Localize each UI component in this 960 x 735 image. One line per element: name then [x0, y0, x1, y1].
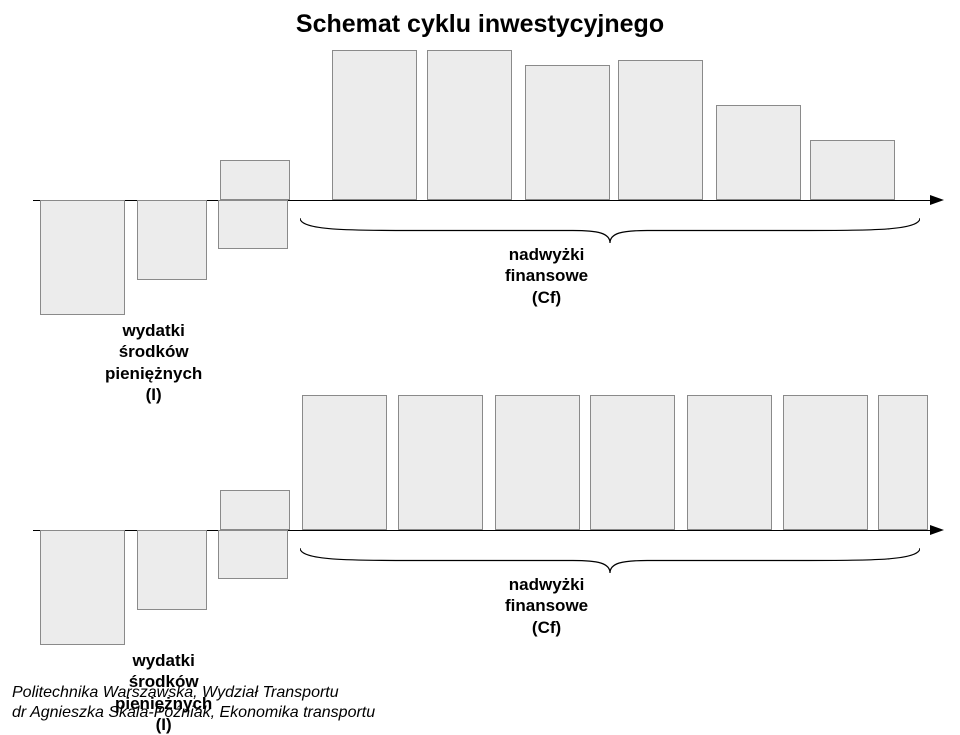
caption-below_right: nadwyżkifinansowe (Cf) — [505, 574, 588, 638]
bar — [302, 395, 387, 530]
bar — [398, 395, 483, 530]
footer-line-1: Politechnika Warszawska, Wydział Transpo… — [12, 684, 339, 702]
footer-line-2: dr Agnieszka Skala-Poźniak, Ekonomika tr… — [12, 704, 375, 722]
bar — [590, 395, 675, 530]
bar — [220, 160, 290, 200]
bar — [810, 140, 895, 200]
bar — [218, 530, 288, 579]
brace-icon — [300, 218, 920, 249]
bar — [137, 200, 207, 280]
caption-line: nadwyżki — [505, 574, 588, 595]
bar — [783, 395, 868, 530]
bar — [220, 490, 290, 530]
brace-icon — [300, 548, 920, 579]
bar — [618, 60, 703, 200]
bar — [40, 530, 125, 645]
axis-arrow-icon — [930, 525, 944, 535]
caption-line: wydatki środków — [105, 320, 202, 363]
caption-line: finansowe (Cf) — [505, 265, 588, 308]
caption-below_right: nadwyżkifinansowe (Cf) — [505, 244, 588, 308]
page-title: Schemat cyklu inwestycyjnego — [0, 10, 960, 39]
bar — [332, 50, 417, 200]
bar — [137, 530, 207, 610]
bar — [218, 200, 288, 249]
bar — [495, 395, 580, 530]
bar — [878, 395, 928, 530]
caption-line: finansowe (Cf) — [505, 595, 588, 638]
caption-line: pieniężnych (I) — [105, 363, 202, 406]
bar — [427, 50, 512, 200]
bar — [687, 395, 772, 530]
bar — [716, 105, 801, 200]
caption-below_left: wydatki środkówpieniężnych (I) — [105, 320, 202, 405]
bar — [525, 65, 610, 200]
caption-line: nadwyżki — [505, 244, 588, 265]
bar — [40, 200, 125, 315]
axis-arrow-icon — [930, 195, 944, 205]
